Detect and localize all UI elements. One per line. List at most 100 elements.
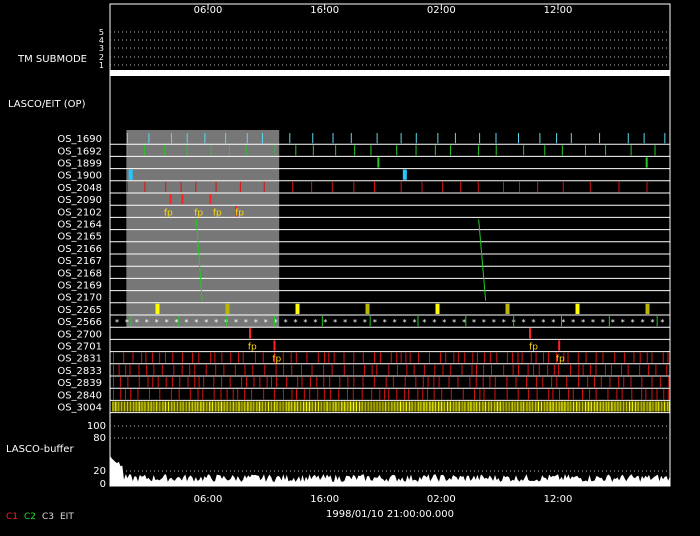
os-row-label: OS_2700 — [57, 329, 102, 340]
os-event-star: * — [135, 318, 139, 327]
os-event-star: * — [194, 318, 198, 327]
submode-level-label: 5 — [99, 28, 104, 37]
os-row-label: OS_2165 — [57, 232, 102, 243]
os-event-star: * — [294, 318, 298, 327]
os-event-star: * — [204, 318, 208, 327]
os-row-label: OS_2090 — [57, 195, 102, 206]
bottom-tick-label: 06:00 — [194, 494, 223, 505]
shaded-interval — [126, 130, 280, 328]
os-event-star: * — [413, 318, 417, 327]
os-row-label: OS_2265 — [57, 305, 102, 316]
legend-entry: C3 — [42, 512, 54, 522]
os-event-star: * — [502, 318, 506, 327]
fp-annotation: fp — [248, 343, 257, 353]
os-event-star: * — [631, 318, 635, 327]
os-event-block — [295, 303, 300, 314]
os-event-star: * — [452, 318, 456, 327]
fp-annotation: fp — [194, 208, 203, 218]
os-event-star: * — [224, 318, 228, 327]
os-event-star: * — [373, 318, 377, 327]
os-row-label: OS_1692 — [57, 146, 102, 157]
submode-title: TM SUBMODE — [17, 54, 87, 65]
os-event-star: * — [155, 318, 159, 327]
os-event-star: * — [274, 318, 278, 327]
os-row-label: OS_2839 — [57, 378, 102, 389]
fp-annotation: fp — [164, 208, 173, 218]
os-event-star: * — [165, 318, 169, 327]
os-event-star: * — [432, 318, 436, 327]
os-event-star: * — [234, 318, 238, 327]
os-event-star: * — [303, 318, 307, 327]
legend-entry: C2 — [24, 512, 36, 522]
os-event-star: * — [323, 318, 327, 327]
os-event-star: * — [284, 318, 288, 327]
top-tick-label: 02:00 — [427, 5, 456, 16]
os-event-star: * — [641, 318, 645, 327]
os-event-block — [505, 303, 510, 314]
os-event-block — [155, 303, 160, 314]
op-panel-label: LASCO/EIT (OP) — [8, 99, 86, 110]
os-row-label: OS_2168 — [57, 268, 102, 279]
legend-entry: EIT — [60, 512, 74, 522]
os-event-star: * — [601, 318, 605, 327]
os-row-label: OS_2166 — [57, 244, 102, 255]
os-event-star: * — [541, 318, 545, 327]
os-event-star: * — [393, 318, 397, 327]
submode-level-label: 1 — [99, 61, 104, 70]
fp-annotation: fp — [235, 208, 244, 218]
os-event-star: * — [125, 318, 129, 327]
os-row-label: OS_2566 — [57, 317, 102, 328]
buffer-label: LASCO-buffer — [6, 444, 74, 455]
os-event-block — [402, 169, 407, 180]
os-event-star: * — [383, 318, 387, 327]
os-event-star: * — [353, 318, 357, 327]
os-event-star: * — [313, 318, 317, 327]
os-row-label: OS_3004 — [57, 403, 102, 414]
os-event-star: * — [442, 318, 446, 327]
fp-annotation: fp — [556, 355, 565, 365]
os-event-block — [225, 303, 230, 314]
os-event-star: * — [214, 318, 218, 327]
buffer-tick-label: 20 — [93, 466, 106, 477]
os-event-star: * — [591, 318, 595, 327]
os-event-star: * — [651, 318, 655, 327]
os-event-star: * — [115, 318, 119, 327]
bottom-tick-label: 16:00 — [310, 494, 339, 505]
os-event-star: * — [532, 318, 536, 327]
os-event-star: * — [264, 318, 268, 327]
trace-line — [195, 219, 203, 301]
os-event-star: * — [333, 318, 337, 327]
fp-annotation: fp — [272, 355, 281, 365]
os-event-star: * — [363, 318, 367, 327]
submode-level-label: 4 — [99, 36, 104, 45]
os-row-label: OS_2048 — [57, 183, 102, 194]
os-row-label: OS_2840 — [57, 390, 102, 401]
buffer-tick-label: 80 — [93, 433, 106, 444]
bottom-tick-label: 02:00 — [427, 494, 456, 505]
os-event-star: * — [581, 318, 585, 327]
os-event-star: * — [621, 318, 625, 327]
os-row-label: OS_1690 — [57, 134, 102, 145]
os-event-block — [575, 303, 580, 314]
os-event-star: * — [422, 318, 426, 327]
os-event-star: * — [571, 318, 575, 327]
os-event-star: * — [343, 318, 347, 327]
top-tick-label: 06:00 — [194, 5, 223, 16]
os-event-star: * — [145, 318, 149, 327]
os-event-block — [645, 303, 650, 314]
os-event-star: * — [244, 318, 248, 327]
os-event-star: * — [611, 318, 615, 327]
os-event-star: * — [175, 318, 179, 327]
fp-annotation: fp — [213, 208, 222, 218]
top-tick-label: 12:00 — [544, 5, 573, 16]
os-event-star: * — [472, 318, 476, 327]
os-event-star: * — [551, 318, 555, 327]
buffer-tick-label: 0 — [100, 479, 106, 490]
os-event-star: * — [482, 318, 486, 327]
os-event-star: * — [522, 318, 526, 327]
bottom-tick-label: 12:00 — [544, 494, 573, 505]
os-event-star: * — [561, 318, 565, 327]
fp-annotation: fp — [529, 343, 538, 353]
